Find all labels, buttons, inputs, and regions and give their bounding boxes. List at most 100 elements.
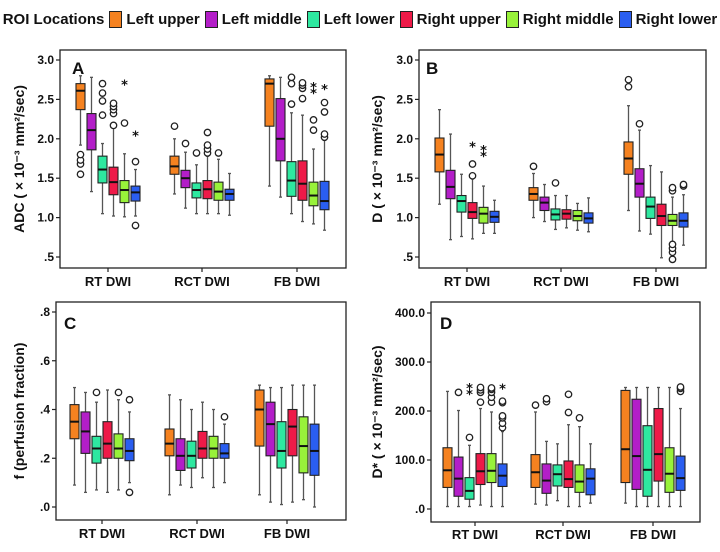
legend-item-left-upper: Left upper (109, 10, 200, 28)
y-tick-label: 1.0 (37, 211, 54, 225)
outlier-point (170, 122, 179, 131)
box-right-lower (678, 180, 689, 246)
box-left-upper (164, 394, 175, 496)
box-left-upper (434, 108, 445, 205)
box-iqr (113, 433, 124, 459)
outlier-point (76, 150, 85, 159)
box-iqr (486, 453, 497, 484)
legend-label: Right middle (522, 10, 614, 28)
box-left-middle (634, 119, 645, 232)
legend-item-right-lower: Right lower (618, 10, 717, 28)
box-right-lower: * (497, 382, 508, 508)
extreme-point: * (480, 144, 487, 159)
box-iqr (102, 421, 113, 459)
outlier-point (465, 433, 474, 442)
x-category-label: RCT DWI (169, 526, 225, 541)
x-category-label: RCT DWI (533, 274, 589, 289)
legend-item-right-upper: Right upper (399, 10, 501, 28)
outlier-point (668, 240, 677, 249)
legend-swatch (618, 10, 632, 28)
y-tick-label: 3.0 (37, 53, 54, 67)
legend-label: Left upper (126, 10, 200, 28)
x-category-label: RT DWI (79, 526, 125, 541)
y-tick-label: 2.5 (396, 92, 413, 106)
box-right-lower (585, 443, 596, 504)
outlier-point (476, 383, 485, 392)
box-iqr (442, 447, 453, 488)
y-tick-label: 2.5 (37, 92, 54, 106)
box-left-middle (80, 391, 91, 494)
outlier-point (498, 412, 507, 420)
outlier-point (575, 414, 584, 422)
box-iqr (276, 421, 287, 469)
box-left-middle (539, 183, 550, 223)
box-left-upper (75, 75, 86, 179)
box-iqr (265, 401, 276, 457)
box-right-middle (572, 202, 583, 231)
outlier-point (551, 179, 560, 187)
box-iqr (91, 435, 102, 464)
box-iqr (86, 113, 97, 151)
y-axis-title: D ( × 10⁻³ mm²/sec) (369, 95, 385, 223)
outlier-point (287, 100, 296, 108)
box-left-middle (631, 386, 642, 508)
box-right-middle (667, 183, 678, 264)
box-right-middle (574, 414, 585, 508)
box-right-upper (108, 99, 119, 217)
outlier-point (320, 130, 329, 138)
box-right-middle: ** (308, 81, 319, 225)
box-left-middle (445, 133, 456, 241)
box-left-lower (642, 386, 653, 508)
outlier-point (114, 388, 123, 397)
extreme-point: * (310, 81, 317, 96)
outlier-point (192, 149, 201, 157)
plot-frame (59, 49, 347, 269)
box-right-upper (102, 389, 113, 494)
x-category-label: FB DWI (633, 274, 679, 289)
extreme-point: * (466, 382, 473, 397)
legend-label: Left middle (221, 10, 302, 28)
box-right-middle (486, 384, 497, 508)
box-iqr (456, 194, 467, 213)
y-tick-label: .4 (40, 403, 50, 417)
extreme-point: * (310, 87, 317, 102)
legend-item-left-lower: Left lower (306, 10, 395, 28)
legend-item-right-middle: Right middle (505, 10, 614, 28)
box-left-upper (264, 75, 275, 187)
box-iqr (119, 180, 130, 204)
box-iqr (631, 398, 642, 490)
box-iqr (642, 425, 653, 497)
box-left-upper (254, 384, 265, 496)
box-right-upper (197, 401, 208, 479)
box-right-upper (561, 194, 572, 229)
box-iqr (169, 155, 180, 175)
box-iqr (254, 389, 265, 447)
box-iqr (309, 423, 320, 476)
outlier-point (92, 388, 101, 397)
x-category-label: FB DWI (630, 527, 676, 542)
outlier-point (298, 94, 307, 103)
box-iqr (467, 202, 478, 219)
box-iqr (75, 83, 86, 111)
box-iqr (541, 463, 552, 494)
box-right-upper (656, 171, 667, 259)
outlier-point (476, 398, 485, 407)
box-left-lower (550, 179, 561, 231)
box-iqr (620, 389, 631, 484)
box-left-upper (620, 386, 631, 504)
outlier-point (468, 160, 477, 168)
box-iqr (287, 408, 298, 457)
outlier-point (668, 183, 677, 192)
x-category-label: RCT DWI (535, 527, 591, 542)
outlier-point (203, 141, 212, 149)
box-left-upper (623, 75, 634, 212)
outlier-point (320, 98, 329, 107)
outlier-point (181, 139, 190, 148)
box-iqr (475, 453, 486, 486)
outlier-point (120, 119, 129, 127)
y-tick-label: 200.0 (395, 404, 425, 418)
box-left-lower (97, 79, 108, 215)
box-iqr (275, 98, 286, 162)
box-left-lower (276, 386, 287, 506)
